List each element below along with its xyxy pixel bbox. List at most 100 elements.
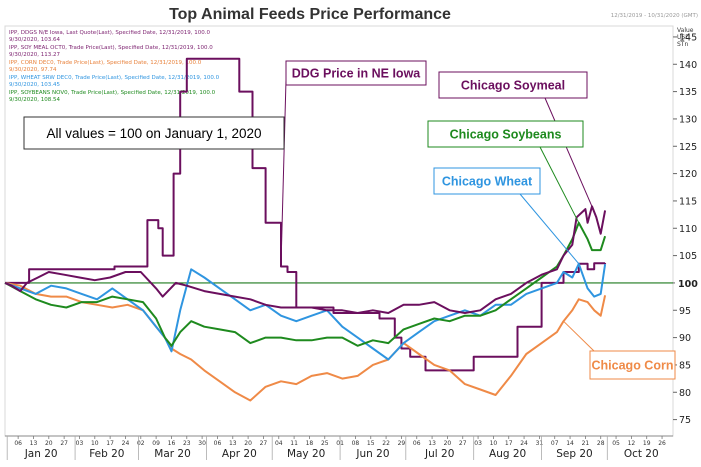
x-tick-label: 17: [505, 440, 513, 447]
legend-entry-value: 9/30/2020, 108.54: [9, 97, 60, 103]
x-tick-label: 06: [214, 440, 222, 447]
x-tick-label: 24: [520, 440, 528, 447]
value-axis-label-line: USD: [677, 34, 690, 41]
x-tick-label: 19: [643, 440, 651, 447]
date-range-label: 12/31/2019 - 10/31/2020 (GMT): [611, 13, 698, 19]
callout-box: [285, 60, 427, 86]
value-axis-label: Value USD STn: [677, 27, 694, 48]
reference-value-label: 100: [678, 279, 698, 290]
legend-entry: IPP, SOY MEAL OCT0, Trade Price(Last), S…: [9, 45, 213, 51]
x-tick-label: 04: [275, 440, 283, 447]
x-tick-label: 12: [628, 440, 636, 447]
x-tick-label: 31: [536, 440, 544, 447]
x-tick-label: 06: [14, 440, 22, 447]
month-label: Mar 20: [154, 448, 191, 460]
x-tick-label: 03: [474, 440, 482, 447]
x-tick-label: 23: [183, 440, 191, 447]
note-text: All values = 100 on January 1, 2020: [46, 126, 261, 141]
x-tick-label: 27: [260, 440, 268, 447]
y-tick-label: 110: [679, 224, 697, 235]
chart-title: Top Animal Feeds Price Performance: [169, 6, 451, 23]
y-tick-label: 75: [679, 415, 691, 426]
x-tick-label: 22: [382, 440, 390, 447]
x-tick-label: 10: [91, 440, 99, 447]
legend-entry-value: 9/30/2020, 103.45: [9, 82, 60, 88]
note-box: All values = 100 on January 1, 2020: [23, 116, 285, 150]
legend-entry: IPP, DDGS N/E Iowa, Last Quote(Last), Sp…: [9, 30, 211, 36]
legend-entry: IPP, SOYBEANS NOV0, Trade Price(Last), S…: [9, 90, 216, 96]
x-tick-label: 20: [444, 440, 452, 447]
y-tick-label: 115: [679, 196, 697, 207]
y-axis: 75 80 85 90 95 100 105 110 115 120 125 130 135 140 145…: [673, 32, 699, 426]
x-tick-label: 28: [597, 440, 605, 447]
x-tick-label: 26: [658, 440, 666, 447]
callouts: DDG Price in NE Iowa Chicago Soymeal Chica…: [280, 60, 676, 380]
x-tick-label: 29: [398, 440, 406, 447]
month-label: Aug 20: [489, 448, 526, 460]
x-tick-label: 25: [321, 440, 329, 447]
legend: IPP, DDGS N/E Iowa, Last Quote(Last), Sp…: [9, 30, 220, 103]
month-label: Jan 20: [24, 448, 58, 460]
series-line: [4, 281, 607, 402]
legend-entry-value: 9/30/2020, 97.74: [9, 67, 57, 73]
x-tick-label: 24: [122, 440, 130, 447]
y-tick-label: 145: [679, 32, 697, 43]
y-tick-label: 130: [679, 114, 697, 125]
callout-box: [433, 167, 541, 195]
x-tick-label: 20: [45, 440, 53, 447]
value-axis-label-line: STn: [677, 41, 688, 48]
x-tick-label: 07: [551, 440, 559, 447]
x-tick-label: 11: [290, 440, 298, 447]
y-tick-label: 85: [679, 360, 691, 371]
y-tick-label: 90: [679, 333, 691, 344]
callout-leader: [280, 79, 287, 267]
month-label: May 20: [287, 448, 325, 460]
month-label: Oct 20: [624, 448, 659, 460]
x-tick-label: 15: [367, 440, 375, 447]
month-label: Apr 20: [222, 448, 257, 460]
y-tick-label: 135: [679, 87, 697, 98]
x-tick-label: 16: [168, 440, 176, 447]
value-axis-label-line: Value: [677, 27, 694, 34]
x-tick-label: 06: [413, 440, 421, 447]
callout-label: Chicago Soymeal: [461, 79, 565, 93]
month-label: Sep 20: [556, 448, 593, 460]
x-tick-label: 27: [60, 440, 68, 447]
legend-entry: IPP, WHEAT SRW DEC0, Trade Price(Last), …: [9, 75, 220, 81]
x-tick-label: 08: [352, 440, 360, 447]
callout-leader: [519, 193, 580, 265]
month-label: Jul 20: [424, 448, 454, 460]
callout-leader: [539, 146, 580, 224]
callout-box: [589, 350, 676, 380]
x-tick-label: 13: [30, 440, 38, 447]
legend-entry: IPP, CORN DEC0, Trade Price(Last), Speci…: [9, 60, 202, 66]
x-tick-label: 09: [152, 440, 160, 447]
x-tick-label: 13: [229, 440, 237, 447]
callout-box: [438, 71, 588, 99]
x-tick-label: 18: [306, 440, 314, 447]
y-tick-label: 120: [679, 169, 697, 180]
series-lines: [4, 57, 607, 402]
x-tick-label: 27: [459, 440, 467, 447]
x-tick-label: 13: [428, 440, 436, 447]
legend-entry-value: 9/30/2020, 103.64: [9, 37, 60, 43]
legend-entry-value: 9/30/2020, 113.27: [9, 52, 60, 58]
month-label: Jun 20: [355, 448, 389, 460]
x-tick-label: 02: [137, 440, 145, 447]
series-line: [4, 262, 607, 361]
note-box-frame: [23, 116, 285, 150]
y-tick-label: 140: [679, 60, 697, 71]
reference-value-box: [675, 275, 699, 290]
x-axis: 06 13 20 27 03 10 17 24 02 09 16 23 30 06 13 20 27 04 11 18…: [5, 435, 673, 460]
x-tick-label: 03: [76, 440, 84, 447]
callout-label: Chicago Corn: [592, 359, 674, 373]
x-tick-label: 10: [490, 440, 498, 447]
series-line: [4, 205, 607, 314]
x-tick-label: 21: [582, 440, 590, 447]
month-label: Feb 20: [89, 448, 124, 460]
x-tick-label: 20: [244, 440, 252, 447]
callout-leader: [563, 320, 595, 352]
callout-label: Chicago Soybeans: [450, 128, 562, 142]
callout-label: Chicago Wheat: [442, 175, 533, 189]
